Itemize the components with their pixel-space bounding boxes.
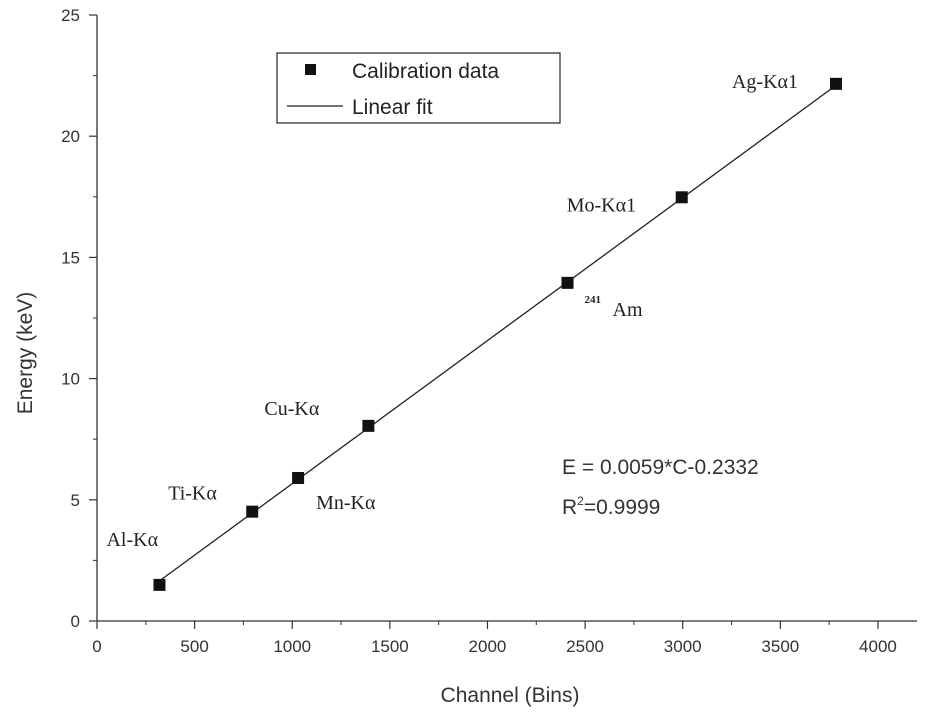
y-axis-title: Energy (keV) xyxy=(14,292,37,415)
point-label: Al-Kα xyxy=(106,529,158,551)
linear-fit-line xyxy=(159,84,837,582)
fit-annotation: E = 0.0059*C-0.2332 R2=0.9999 xyxy=(562,456,759,519)
x-tick-label: 0 xyxy=(92,637,101,656)
x-tick-label: 1000 xyxy=(273,637,311,656)
fit-line-group xyxy=(159,84,837,582)
fit-equation: E = 0.0059*C-0.2332 xyxy=(562,456,759,479)
data-point xyxy=(246,505,259,518)
legend: Calibration data Linear fit xyxy=(276,52,561,124)
x-tick-label: 4000 xyxy=(859,637,897,656)
data-points xyxy=(153,77,842,591)
r2-prefix: R xyxy=(562,496,577,519)
axes: 0 500 1000 1500 2000 2500 3000 3500 4000 0 5 10 15 20… xyxy=(61,6,917,656)
point-label: Mo-Kα1 xyxy=(567,194,636,216)
data-point xyxy=(153,578,166,591)
data-point xyxy=(561,276,574,289)
legend-label-calibration: Calibration data xyxy=(352,60,499,83)
y-tick-label: 5 xyxy=(71,491,80,510)
x-tick-label: 2000 xyxy=(469,637,507,656)
point-label: Cu-Kα xyxy=(264,398,319,420)
x-tick-label: 500 xyxy=(180,637,208,656)
y-tick-label: 25 xyxy=(61,6,80,25)
point-label: Ag-Kα1 xyxy=(732,71,798,93)
y-tick-label: 10 xyxy=(61,370,80,389)
x-axis-title: Channel (Bins) xyxy=(441,684,580,707)
x-tick-label: 1500 xyxy=(371,637,409,656)
y-tick-label: 0 xyxy=(71,612,80,631)
point-label: Ti-Kα xyxy=(168,483,217,505)
data-point xyxy=(362,419,375,432)
fit-r-squared: R2=0.9999 xyxy=(562,494,660,519)
x-tick-label: 2500 xyxy=(566,637,604,656)
r2-value: =0.9999 xyxy=(584,496,661,519)
data-point xyxy=(292,471,305,484)
y-tick-label: 20 xyxy=(61,127,80,146)
legend-marker-icon xyxy=(305,64,316,75)
y-tick-label: 15 xyxy=(61,248,80,267)
legend-label-fit: Linear fit xyxy=(352,96,433,119)
point-label: Mn-Kα xyxy=(316,492,376,514)
point-label: Am xyxy=(613,299,643,321)
legend-box xyxy=(276,52,561,124)
data-point xyxy=(829,77,842,90)
point-labels: Al-Kα Ti-Kα Mn-Kα Cu-Kα 241 Am Mo-Kα1 Ag-Kα1 xyxy=(106,71,798,551)
r2-superscript: 2 xyxy=(577,494,584,508)
x-tick-label: 3500 xyxy=(761,637,799,656)
x-tick-label: 3000 xyxy=(664,637,702,656)
data-point xyxy=(675,191,688,204)
point-label-superscript: 241 xyxy=(585,294,602,306)
